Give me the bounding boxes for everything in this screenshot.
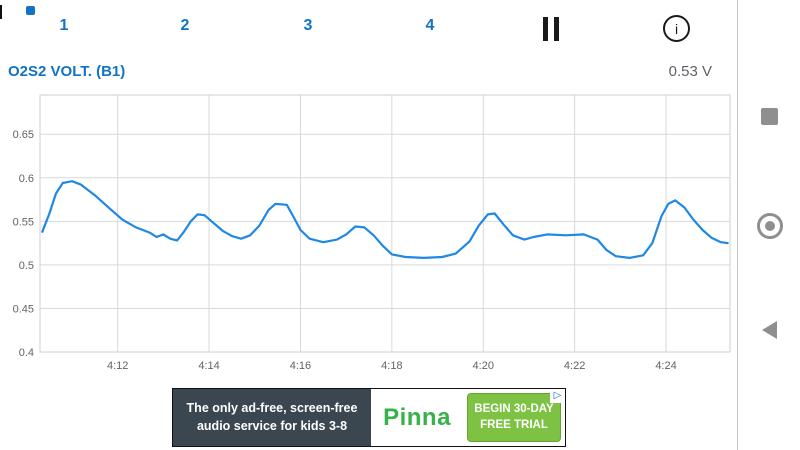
- home-icon: [756, 213, 783, 239]
- cta-line1: BEGIN 30-DAY: [474, 402, 554, 415]
- back-icon: [762, 321, 777, 339]
- value-number: 0.53: [668, 63, 698, 80]
- ad-brand-area: Pinna: [371, 389, 463, 446]
- pause-icon: [543, 17, 548, 41]
- info-button[interactable]: i: [663, 15, 690, 42]
- ad-text-line1: The only ad-free, screen-free: [186, 401, 358, 415]
- pause-icon: [554, 17, 559, 41]
- adchoices-icon[interactable]: ▷: [550, 389, 565, 403]
- tab-1[interactable]: 1: [59, 17, 69, 34]
- ad-banner[interactable]: The only ad-free, screen-free audio serv…: [172, 388, 566, 447]
- ad-cta-area: BEGIN 30-DAY FREE TRIAL: [463, 389, 565, 446]
- ad-text: The only ad-free, screen-free audio serv…: [173, 389, 371, 446]
- screen-edge-mark: [0, 5, 2, 19]
- recents-icon: [761, 107, 778, 125]
- home-button[interactable]: [738, 206, 800, 246]
- tab-3[interactable]: 3: [303, 17, 313, 34]
- cta-line2: FREE TRIAL: [480, 418, 548, 431]
- chart-area[interactable]: [0, 93, 737, 378]
- info-icon: i: [674, 20, 679, 37]
- recents-button[interactable]: [738, 96, 800, 136]
- ad-cta-button[interactable]: BEGIN 30-DAY FREE TRIAL: [467, 393, 561, 442]
- notification-indicator: [26, 6, 35, 15]
- home-icon-dot: [764, 221, 775, 231]
- back-button[interactable]: [738, 310, 800, 350]
- tab-2[interactable]: 2: [180, 17, 190, 34]
- pause-button[interactable]: [543, 17, 567, 41]
- current-value: 0.53 V: [540, 63, 712, 80]
- pid-title: O2S2 VOLT. (B1): [8, 63, 126, 80]
- tab-4[interactable]: 4: [425, 17, 435, 34]
- android-nav-bar: [737, 0, 800, 450]
- brand-logo: Pinna: [383, 403, 451, 431]
- app-screen: 1 2 3 4 i O2S2 VOLT. (B1) 0.53 V 0.4 0.45…: [0, 5, 737, 447]
- ad-text-line2: audio service for kids 3-8: [196, 418, 348, 433]
- value-unit: V: [701, 63, 712, 80]
